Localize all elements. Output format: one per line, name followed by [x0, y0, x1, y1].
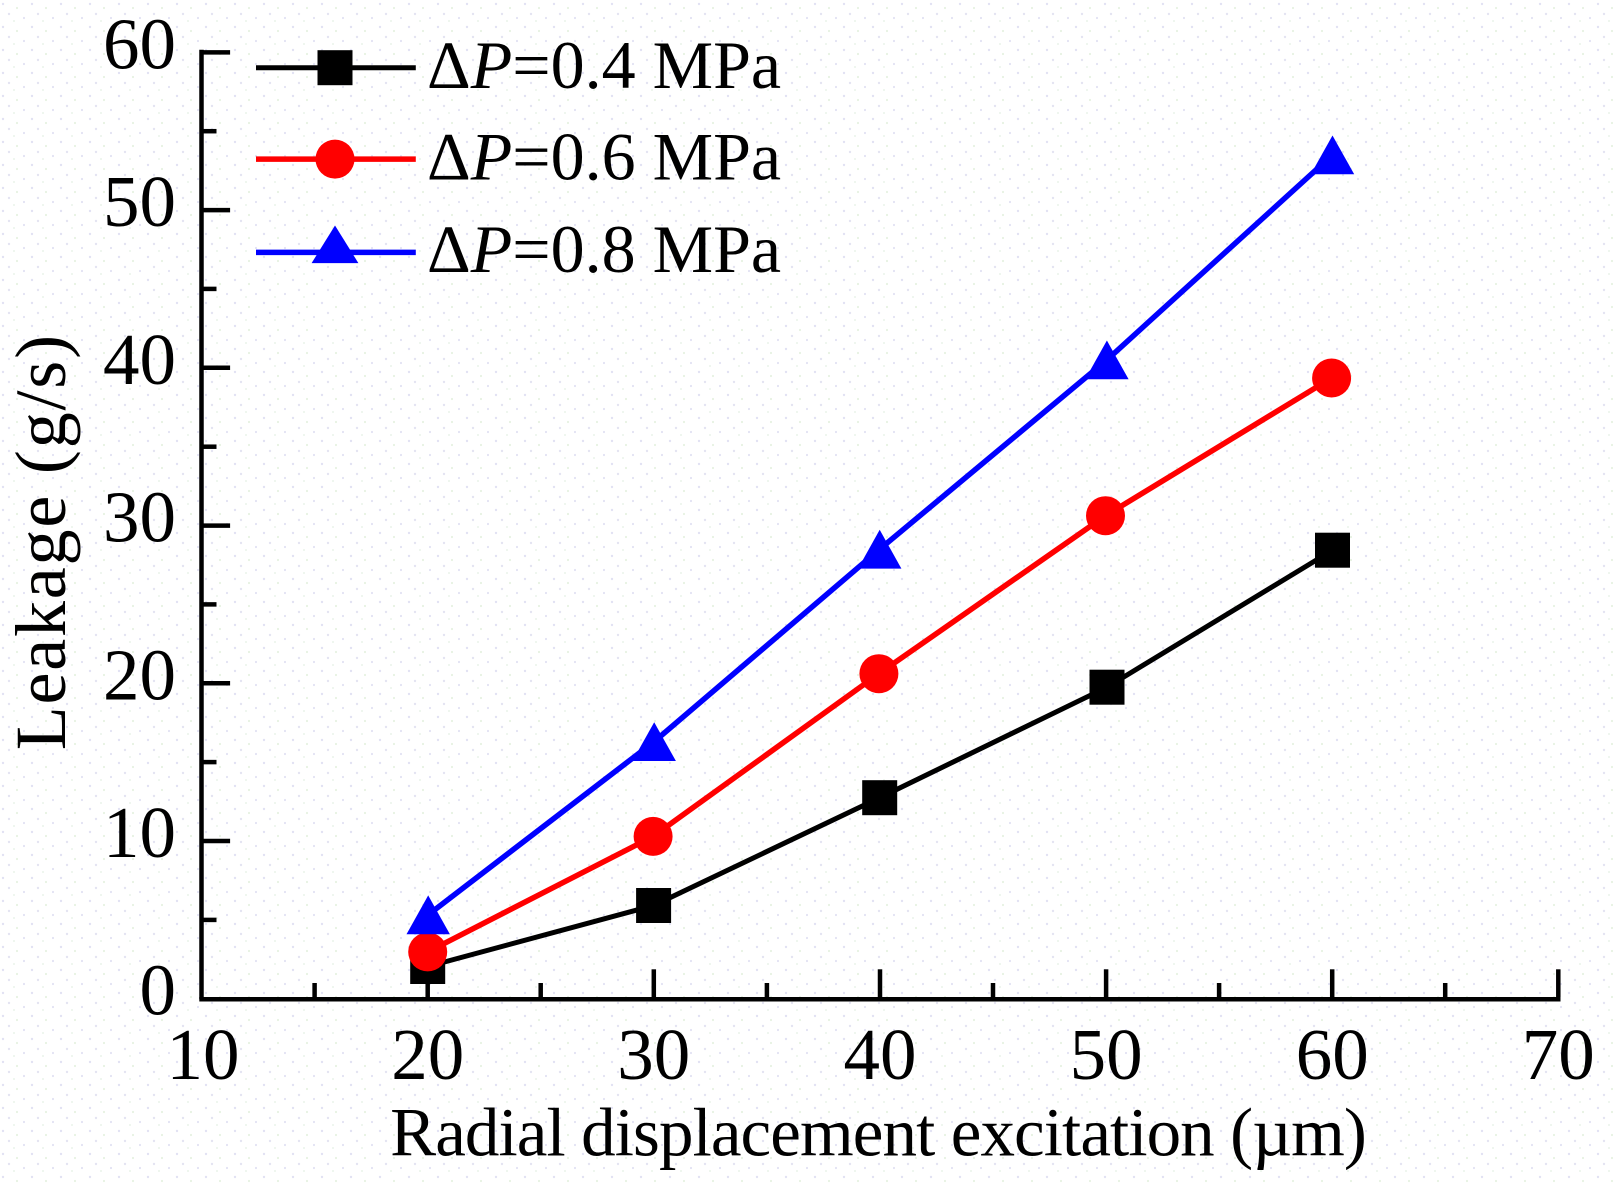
svg-text:10: 10 [167, 1014, 240, 1095]
svg-text:ΔP=0.4 MPa: ΔP=0.4 MPa [427, 27, 781, 103]
svg-text:0: 0 [140, 950, 177, 1031]
svg-text:40: 40 [844, 1014, 917, 1095]
svg-text:ΔP=0.6 MPa: ΔP=0.6 MPa [427, 119, 781, 195]
svg-text:20: 20 [103, 634, 176, 715]
svg-text:60: 60 [1296, 1014, 1369, 1095]
svg-text:20: 20 [391, 1014, 464, 1095]
svg-text:Leakage (g/s): Leakage (g/s) [1, 333, 81, 750]
svg-text:Radial displacement excitation: Radial displacement excitation (µm) [390, 1095, 1366, 1171]
svg-text:70: 70 [1522, 1014, 1595, 1095]
svg-text:60: 60 [103, 3, 176, 84]
svg-text:50: 50 [103, 161, 176, 242]
svg-text:30: 30 [103, 477, 176, 558]
svg-text:10: 10 [103, 792, 176, 873]
svg-text:ΔP=0.8 MPa: ΔP=0.8 MPa [427, 211, 781, 287]
svg-text:40: 40 [103, 319, 176, 400]
svg-text:30: 30 [617, 1014, 690, 1095]
svg-text:50: 50 [1070, 1014, 1143, 1095]
